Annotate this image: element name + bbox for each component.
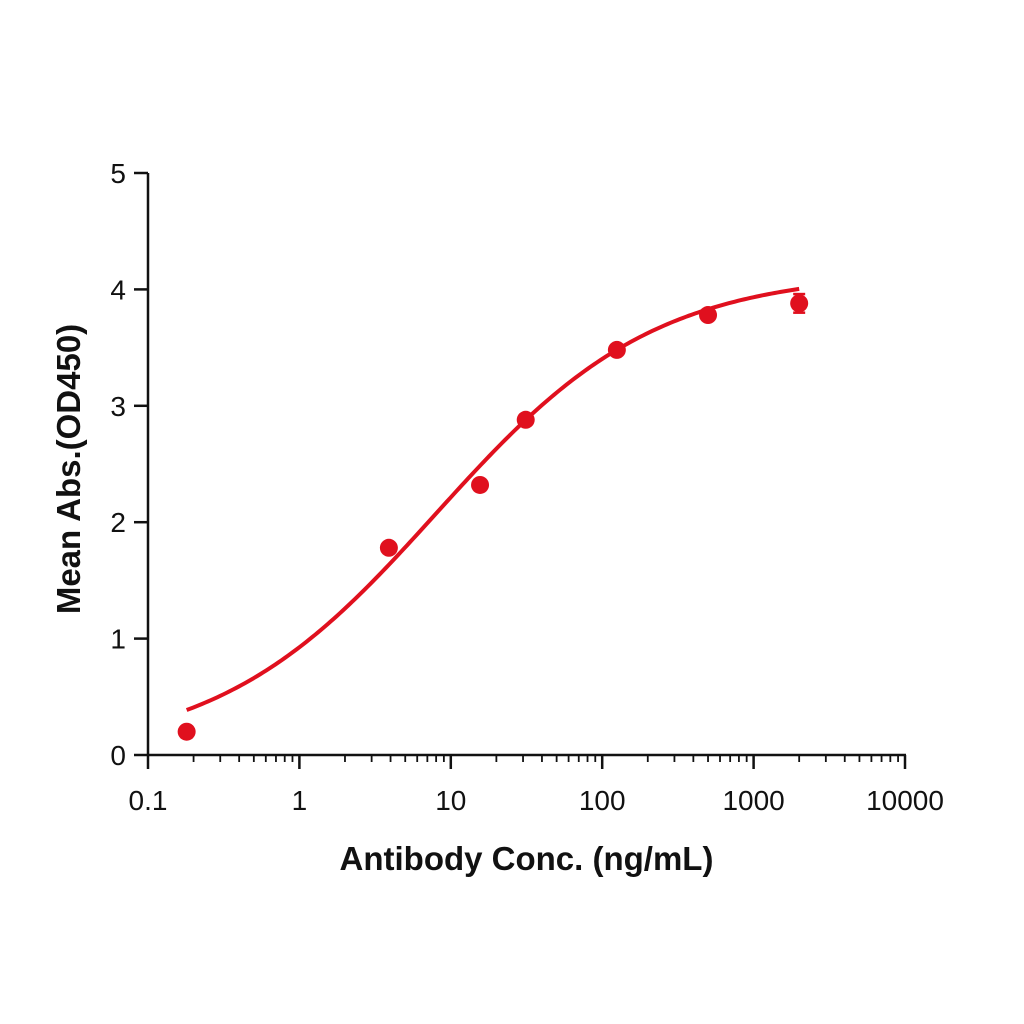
- y-tick-label: 2: [110, 507, 126, 538]
- x-tick-label: 0.1: [129, 785, 168, 816]
- x-tick-label: 1: [292, 785, 308, 816]
- data-point: [379, 538, 398, 557]
- x-tick-label: 10: [435, 785, 466, 816]
- y-tick-label: 1: [110, 624, 126, 655]
- x-tick-label: 10000: [866, 785, 944, 816]
- fit-curve-layer: [185, 286, 800, 712]
- axis-labels-layer: Antibody Conc. (ng/mL) Mean Abs.(OD450): [50, 324, 713, 877]
- axes: 0.1 1 10 100 1000 10000 0 1 2 3 4 5: [110, 158, 944, 816]
- data-points-layer: [177, 292, 809, 741]
- y-tick-label: 3: [110, 391, 126, 422]
- fit-curve: [185, 286, 800, 712]
- x-tick-label: 100: [579, 785, 626, 816]
- data-point: [177, 722, 196, 741]
- y-tick-label: 5: [110, 158, 126, 189]
- x-tick-label: 1000: [722, 785, 784, 816]
- data-point: [516, 410, 535, 429]
- data-point: [607, 340, 626, 359]
- y-tick-label: 0: [110, 740, 126, 771]
- data-point: [471, 475, 490, 494]
- data-point: [699, 306, 718, 325]
- data-point: [790, 294, 809, 313]
- y-tick-label: 4: [110, 274, 126, 305]
- y-axis-title: Mean Abs.(OD450): [50, 324, 87, 614]
- x-axis-title: Antibody Conc. (ng/mL): [340, 840, 714, 877]
